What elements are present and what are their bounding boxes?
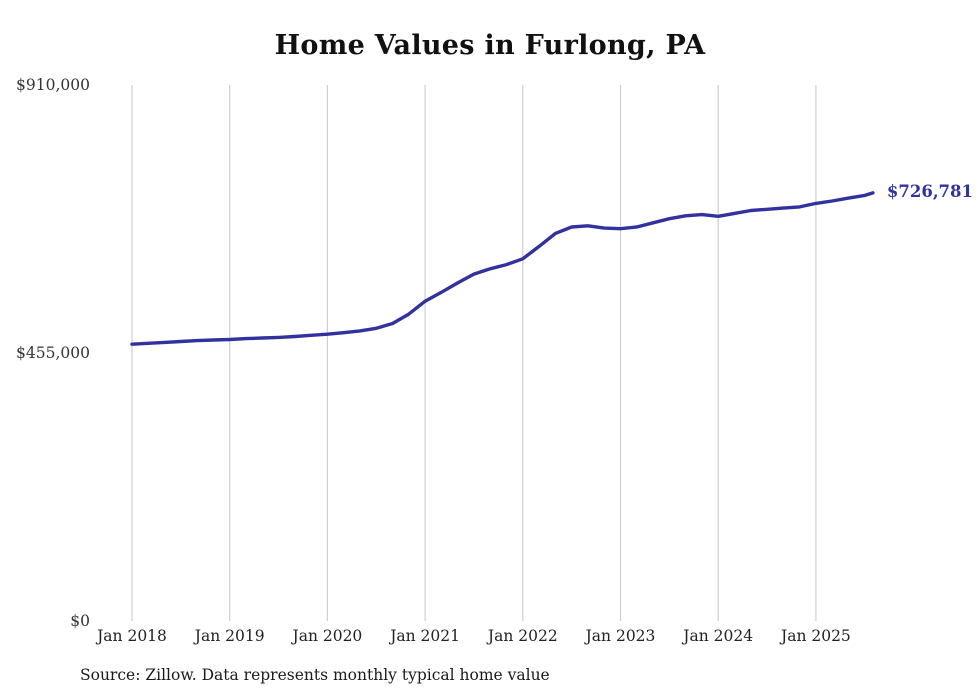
x-axis-tick-label: Jan 2019 xyxy=(194,627,265,645)
x-axis-tick-label: Jan 2021 xyxy=(390,627,460,645)
x-axis-tick-label: Jan 2022 xyxy=(487,627,558,645)
source-note: Source: Zillow. Data represents monthly … xyxy=(80,666,550,684)
y-axis-tick-label: $455,000 xyxy=(16,344,90,362)
y-axis-tick-label: $0 xyxy=(70,612,90,630)
x-axis-tick-label: Jan 2025 xyxy=(780,627,851,645)
chart-title: Home Values in Furlong, PA xyxy=(274,30,706,61)
current-value-label: $726,781 xyxy=(886,181,973,201)
y-axis-tick-label: $910,000 xyxy=(16,76,90,94)
x-axis-tick-label: Jan 2020 xyxy=(292,627,363,645)
x-axis-tick-label: Jan 2023 xyxy=(585,627,656,645)
x-axis-tick-label: Jan 2024 xyxy=(683,627,754,645)
x-axis-tick-label: Jan 2018 xyxy=(97,627,167,645)
